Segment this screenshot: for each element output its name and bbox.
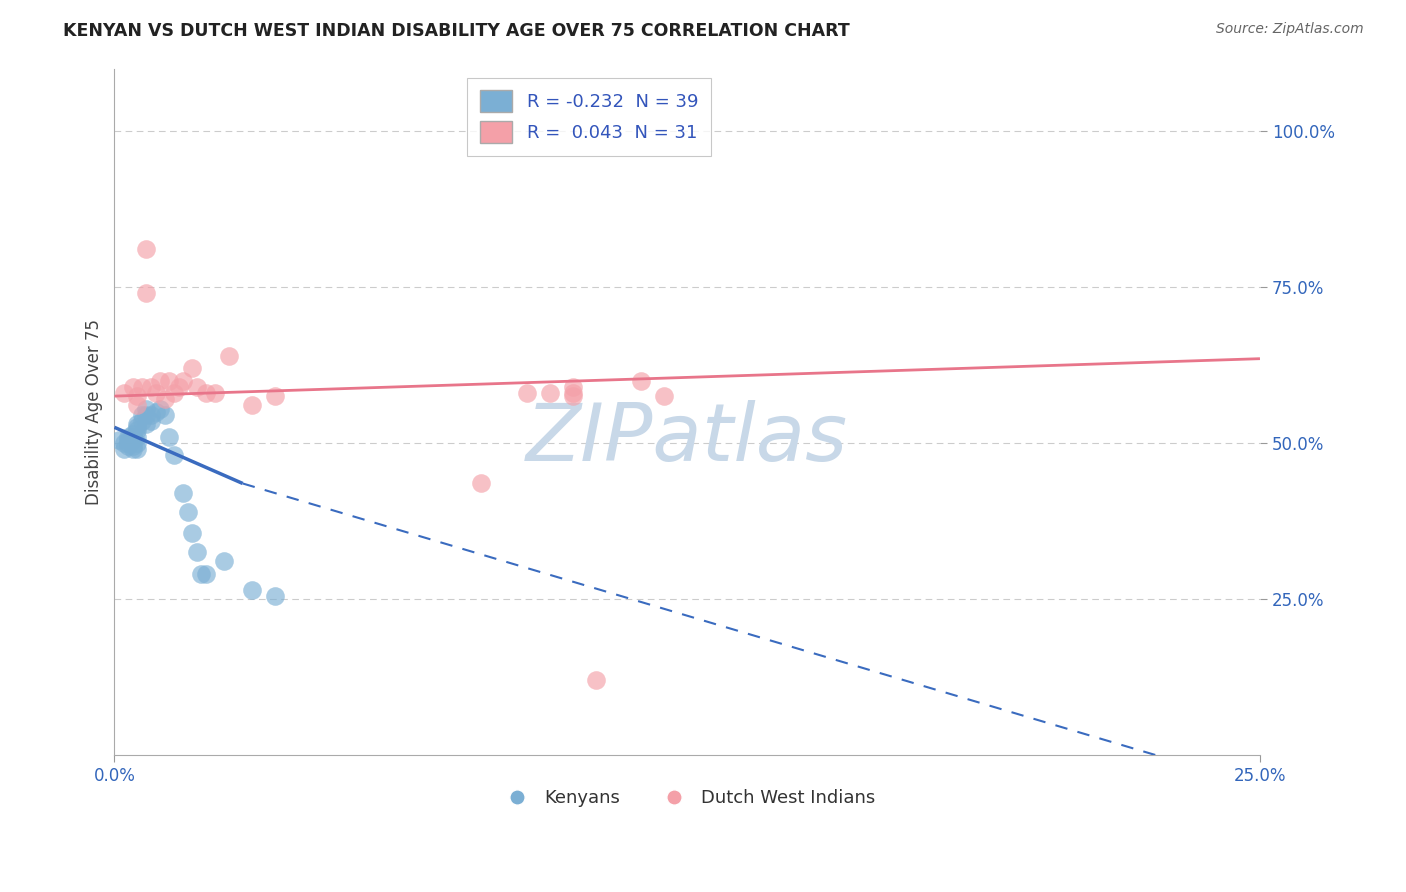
Point — [121, 430, 143, 444]
Point — [117, 436, 139, 450]
Point — [139, 408, 162, 422]
Point — [585, 673, 607, 687]
Point — [121, 380, 143, 394]
Point — [117, 430, 139, 444]
Legend: Kenyans, Dutch West Indians: Kenyans, Dutch West Indians — [492, 782, 883, 814]
Point — [121, 433, 143, 447]
Point — [181, 526, 204, 541]
Point — [112, 442, 135, 457]
Point — [181, 361, 204, 376]
Point — [516, 386, 538, 401]
Point — [538, 386, 561, 401]
Point — [204, 386, 226, 401]
Point — [214, 554, 236, 568]
Point — [218, 349, 240, 363]
Point — [121, 439, 143, 453]
Point — [135, 417, 157, 432]
Text: ZIPatlas: ZIPatlas — [526, 401, 848, 478]
Point — [163, 386, 186, 401]
Point — [172, 485, 194, 500]
Point — [112, 386, 135, 401]
Point — [112, 436, 135, 450]
Point — [263, 589, 285, 603]
Point — [153, 408, 176, 422]
Point — [145, 405, 167, 419]
Point — [135, 401, 157, 416]
Point — [135, 286, 157, 301]
Point — [121, 442, 143, 457]
Point — [139, 380, 162, 394]
Y-axis label: Disability Age Over 75: Disability Age Over 75 — [86, 318, 103, 505]
Point — [121, 426, 143, 441]
Point — [186, 545, 208, 559]
Point — [195, 386, 218, 401]
Point — [131, 408, 153, 422]
Text: Source: ZipAtlas.com: Source: ZipAtlas.com — [1216, 22, 1364, 37]
Point — [127, 417, 149, 432]
Point — [263, 389, 285, 403]
Point — [153, 392, 176, 407]
Point — [240, 399, 263, 413]
Point — [172, 374, 194, 388]
Point — [470, 476, 492, 491]
Point — [135, 408, 157, 422]
Point — [127, 389, 149, 403]
Point — [186, 380, 208, 394]
Point — [127, 420, 149, 434]
Point — [177, 504, 200, 518]
Point — [157, 374, 180, 388]
Point — [240, 582, 263, 597]
Point — [149, 401, 172, 416]
Point — [561, 386, 583, 401]
Point — [149, 374, 172, 388]
Point — [131, 414, 153, 428]
Point — [561, 380, 583, 394]
Point — [195, 566, 218, 581]
Point — [652, 389, 675, 403]
Text: KENYAN VS DUTCH WEST INDIAN DISABILITY AGE OVER 75 CORRELATION CHART: KENYAN VS DUTCH WEST INDIAN DISABILITY A… — [63, 22, 851, 40]
Point — [630, 374, 652, 388]
Point — [127, 442, 149, 457]
Point — [127, 430, 149, 444]
Point — [163, 449, 186, 463]
Point — [108, 433, 131, 447]
Point — [139, 414, 162, 428]
Point — [131, 380, 153, 394]
Point — [157, 430, 180, 444]
Point — [127, 436, 149, 450]
Point — [135, 243, 157, 257]
Point — [561, 389, 583, 403]
Point — [127, 424, 149, 438]
Point — [145, 386, 167, 401]
Point — [167, 380, 190, 394]
Point — [117, 433, 139, 447]
Point — [117, 439, 139, 453]
Point — [190, 566, 212, 581]
Point — [127, 399, 149, 413]
